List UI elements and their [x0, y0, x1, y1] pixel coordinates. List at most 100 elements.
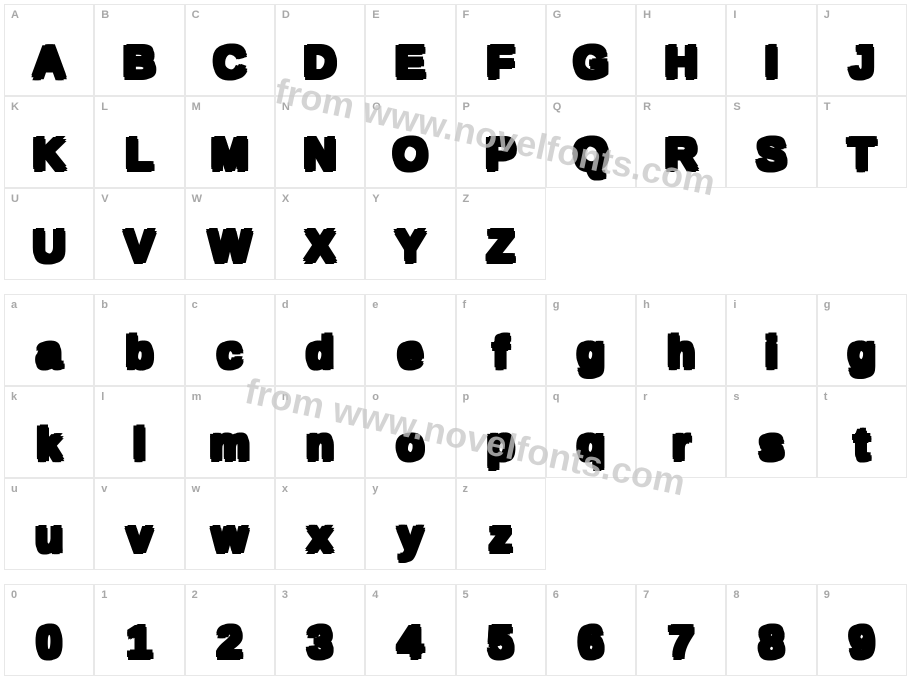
charmap-cell[interactable]: OO: [365, 96, 455, 188]
charmap-cell[interactable]: gg: [817, 294, 907, 386]
charmap-cell[interactable]: FF: [456, 4, 546, 96]
charmap-cell[interactable]: mm: [185, 386, 275, 478]
charmap-cell[interactable]: ww: [185, 478, 275, 570]
charmap-cell[interactable]: VV: [94, 188, 184, 280]
charmap-cell[interactable]: rr: [636, 386, 726, 478]
cell-glyph: G: [574, 41, 608, 85]
cell-glyph: I: [765, 41, 777, 85]
charmap-cell[interactable]: 11: [94, 584, 184, 676]
cell-glyph: a: [37, 331, 61, 375]
cell-label: n: [282, 391, 358, 403]
cell-glyph: u: [36, 515, 63, 559]
cell-glyph: z: [490, 515, 512, 559]
cell-label: R: [643, 101, 719, 113]
cell-label: I: [733, 9, 809, 21]
cell-glyph: 9: [850, 621, 874, 665]
cell-label: e: [372, 299, 448, 311]
charmap-cell[interactable]: zz: [456, 478, 546, 570]
cell-label: s: [733, 391, 809, 403]
charmap-cell[interactable]: ee: [365, 294, 455, 386]
cell-label: J: [824, 9, 900, 21]
charmap-cell[interactable]: MM: [185, 96, 275, 188]
charmap-cell[interactable]: 88: [726, 584, 816, 676]
cell-label: w: [192, 483, 268, 495]
charmap-cell[interactable]: 55: [456, 584, 546, 676]
empty-cell: [726, 188, 816, 280]
charmap-cell[interactable]: 66: [546, 584, 636, 676]
charmap-cell[interactable]: tt: [817, 386, 907, 478]
charmap-cell[interactable]: UU: [4, 188, 94, 280]
charmap-cell[interactable]: CC: [185, 4, 275, 96]
cell-label: h: [643, 299, 719, 311]
cell-glyph: c: [217, 331, 241, 375]
cell-label: P: [463, 101, 539, 113]
cell-label: T: [824, 101, 900, 113]
charmap-cell[interactable]: QQ: [546, 96, 636, 188]
charmap-cell[interactable]: ll: [94, 386, 184, 478]
cell-glyph: t: [855, 423, 870, 467]
cell-label: Y: [372, 193, 448, 205]
charmap-cell[interactable]: kk: [4, 386, 94, 478]
charmap-cell[interactable]: bb: [94, 294, 184, 386]
charmap-cell[interactable]: 33: [275, 584, 365, 676]
charmap-cell[interactable]: JJ: [817, 4, 907, 96]
cell-label: o: [372, 391, 448, 403]
charmap-cell[interactable]: 22: [185, 584, 275, 676]
charmap-cell[interactable]: 44: [365, 584, 455, 676]
cell-label: V: [101, 193, 177, 205]
charmap-cell[interactable]: EE: [365, 4, 455, 96]
cell-label: G: [553, 9, 629, 21]
charmap-cell[interactable]: WW: [185, 188, 275, 280]
charmap-cell[interactable]: dd: [275, 294, 365, 386]
cell-glyph: X: [305, 225, 334, 269]
charmap-cell[interactable]: AA: [4, 4, 94, 96]
charmap-cell[interactable]: qq: [546, 386, 636, 478]
charmap-cell[interactable]: YY: [365, 188, 455, 280]
charmap-cell[interactable]: pp: [456, 386, 546, 478]
charmap-cell[interactable]: yy: [365, 478, 455, 570]
charmap-cell[interactable]: KK: [4, 96, 94, 188]
charmap-cell[interactable]: 77: [636, 584, 726, 676]
charmap-cell[interactable]: ii: [726, 294, 816, 386]
cell-glyph: M: [211, 133, 248, 177]
charmap-cell[interactable]: SS: [726, 96, 816, 188]
charmap-cell[interactable]: hh: [636, 294, 726, 386]
charmap-cell[interactable]: XX: [275, 188, 365, 280]
cell-glyph: D: [304, 41, 336, 85]
cell-label: Z: [463, 193, 539, 205]
charmap-cell[interactable]: nn: [275, 386, 365, 478]
cell-label: 3: [282, 589, 358, 601]
charmap-cell[interactable]: HH: [636, 4, 726, 96]
cell-label: 2: [192, 589, 268, 601]
charmap-cell[interactable]: xx: [275, 478, 365, 570]
charmap-cell[interactable]: ss: [726, 386, 816, 478]
charmap-cell[interactable]: 99: [817, 584, 907, 676]
charmap-cell[interactable]: oo: [365, 386, 455, 478]
cell-glyph: 6: [579, 621, 603, 665]
charmap-cell[interactable]: LL: [94, 96, 184, 188]
cell-label: u: [11, 483, 87, 495]
charmap-cell[interactable]: BB: [94, 4, 184, 96]
cell-glyph: H: [665, 41, 697, 85]
cell-glyph: f: [493, 331, 508, 375]
charmap-cell[interactable]: cc: [185, 294, 275, 386]
charmap-cell[interactable]: II: [726, 4, 816, 96]
cell-glyph: O: [393, 133, 427, 177]
charmap-cell[interactable]: NN: [275, 96, 365, 188]
charmap-cell[interactable]: PP: [456, 96, 546, 188]
cell-label: Q: [553, 101, 629, 113]
cell-label: q: [553, 391, 629, 403]
charmap-cell[interactable]: GG: [546, 4, 636, 96]
cell-glyph: x: [308, 515, 332, 559]
charmap-cell[interactable]: vv: [94, 478, 184, 570]
charmap-cell[interactable]: ff: [456, 294, 546, 386]
charmap-cell[interactable]: 00: [4, 584, 94, 676]
charmap-cell[interactable]: ZZ: [456, 188, 546, 280]
charmap-cell[interactable]: gg: [546, 294, 636, 386]
charmap-cell[interactable]: DD: [275, 4, 365, 96]
charmap-cell[interactable]: TT: [817, 96, 907, 188]
charmap-cell[interactable]: RR: [636, 96, 726, 188]
cell-label: c: [192, 299, 268, 311]
charmap-cell[interactable]: aa: [4, 294, 94, 386]
charmap-cell[interactable]: uu: [4, 478, 94, 570]
